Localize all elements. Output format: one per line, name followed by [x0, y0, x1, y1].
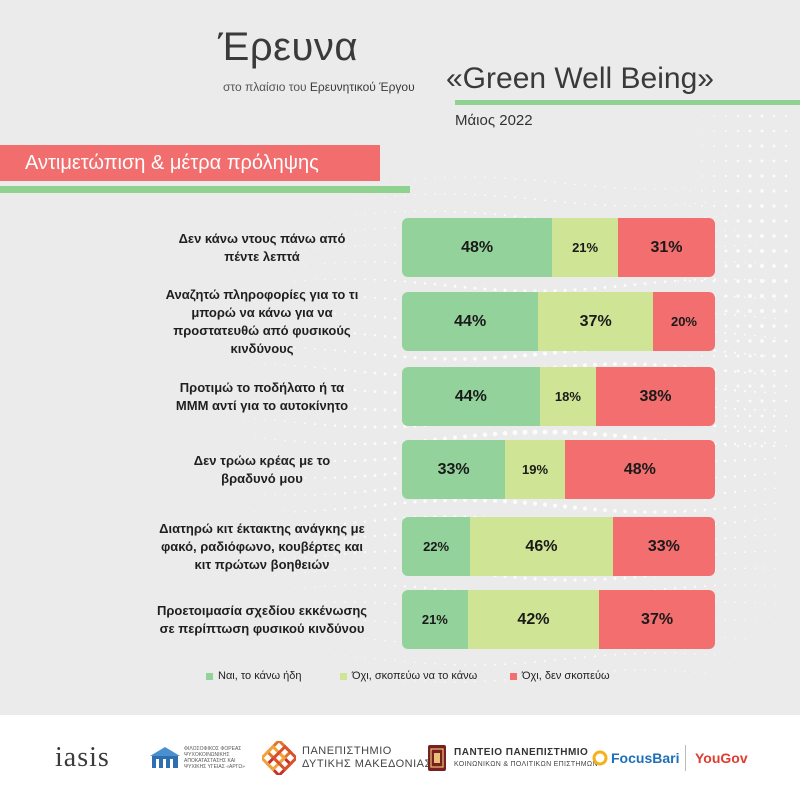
stacked-bar: 44% 37% 20%: [402, 292, 715, 351]
bar-segment: 33%: [402, 440, 506, 499]
chart-legend: Ναι, το κάνω ήδη Όχι, σκοπεύω να το κάνω Ό…: [0, 670, 800, 690]
bar-segment: 37%: [538, 292, 653, 351]
row-label: Προετοιμασία σχεδίου εκκένωσης σε περίπτω…: [156, 602, 368, 636]
bar-segment: 18%: [539, 367, 597, 426]
row-label: Διατηρώ κιτ έκτακτης ανάγκης με φακό, ραδ…: [159, 520, 365, 572]
argo-text: ΦΙΛΟΣΟΦΙΚΟΣ ΦΟΡΕΑΣ ΨΥΧΟΚΟΙΝΩΝΙΚΗΣ ΑΠΟΚΑΤ…: [184, 745, 245, 770]
panteion-emblem-icon: [428, 744, 446, 771]
legend-item: Όχι, δεν σκοπεύω: [510, 670, 610, 682]
uowm-line1: ΠΑΝΕΠΙΣΤΗΜΙΟ: [302, 744, 392, 757]
bar-segment: 33%: [612, 517, 715, 576]
legend-label: Ναι, το κάνω ήδη: [218, 670, 302, 682]
bar-segment: 19%: [505, 440, 565, 499]
bar-segment: 20%: [653, 292, 715, 351]
panteion-line2: ΚΟΙΝΩΝΙΚΩΝ & ΠΟΛΙΤΙΚΩΝ ΕΠΙΣΤΗΜΩΝ: [454, 761, 598, 768]
bar-segment: 44%: [402, 367, 540, 426]
panteion-logo: ΠΑΝΤΕΙΟ ΠΑΝΕΠΙΣΤΗΜΙΟ ΚΟΙΝΩΝΙΚΩΝ & ΠΟΛΙΤΙ…: [428, 715, 598, 800]
focus-ring-icon: [592, 750, 608, 765]
survey-subtitle: στο πλαίσιο του Ερευνητικού Έργου: [223, 80, 415, 94]
focusbari-logo: FocusBari: [592, 715, 679, 800]
survey-date: Μάιος 2022: [455, 112, 533, 129]
focusbari-wordmark: FocusBari: [611, 749, 680, 766]
bar-segment: 48%: [564, 440, 715, 499]
bar-segment: 42%: [467, 590, 600, 649]
iasis-logo: iasis: [55, 715, 110, 800]
row-label: Προτιμώ το ποδήλατο ή τα ΜΜΜ αντί για το …: [175, 379, 349, 413]
yougov-wordmark: YouGov: [695, 749, 748, 766]
legend-swatch: [340, 672, 347, 680]
yougov-logo: YouGov: [695, 715, 748, 800]
stacked-bar: 48% 21% 31%: [402, 218, 715, 277]
legend-label: Όχι, δεν σκοπεύω: [522, 670, 610, 682]
legend-label: Όχι, σκοπεύω να το κάνω: [352, 670, 478, 682]
legend-swatch: [510, 672, 517, 680]
uowm-text: ΠΑΝΕΠΙΣΤΗΜΙΟ ΔΥΤΙΚΗΣ ΜΑΚΕΔΟΝΙΑΣ: [302, 745, 432, 771]
stacked-bar: 44% 18% 38%: [402, 367, 715, 426]
legend-swatch: [206, 672, 213, 680]
header-rule: [455, 100, 800, 105]
subtitle-bold: Ερευνητικού Έργου: [309, 80, 415, 94]
row-label: Δεν κάνω ντους πάνω από πέντε λεπτά: [178, 230, 346, 264]
bar-segment: 38%: [596, 367, 715, 426]
bar-segment: 31%: [617, 218, 715, 277]
legend-item: Όχι, σκοπεύω να το κάνω: [340, 670, 477, 682]
argo-logo: ΦΙΛΟΣΟΦΙΚΟΣ ΦΟΡΕΑΣ ΨΥΧΟΚΟΙΝΩΝΙΚΗΣ ΑΠΟΚΑΤ…: [150, 715, 254, 800]
iasis-wordmark: iasis: [55, 741, 110, 773]
bar-segment: 46%: [470, 517, 613, 576]
row-label: Αναζητώ πληροφορίες για το τι μπορώ να κά…: [165, 286, 359, 356]
stacked-bar: 21% 42% 37%: [402, 590, 715, 649]
legend-item: Ναι, το κάνω ήδη: [206, 670, 301, 682]
row-label: Δεν τρώω κρέας με το βραδυνό μου: [193, 452, 331, 486]
bar-segment: 48%: [402, 218, 553, 277]
stacked-bar: 22% 46% 33%: [402, 517, 715, 576]
uowm-line2: ΔΥΤΙΚΗΣ ΜΑΚΕΔΟΝΙΑΣ: [302, 757, 432, 770]
project-name: «Green Well Being»: [446, 62, 714, 95]
knot-icon: [262, 740, 296, 775]
logo-divider: [685, 745, 686, 771]
bar-segment: 22%: [402, 517, 471, 576]
building-icon: [150, 746, 180, 768]
survey-title: Έρευνα: [218, 25, 358, 69]
panteion-text: ΠΑΝΤΕΙΟ ΠΑΝΕΠΙΣΤΗΜΙΟ ΚΟΙΝΩΝΙΚΩΝ & ΠΟΛΙΤΙ…: [454, 747, 598, 768]
bar-segment: 37%: [599, 590, 715, 649]
uowm-logo: ΠΑΝΕΠΙΣΤΗΜΙΟ ΔΥΤΙΚΗΣ ΜΑΚΕΔΟΝΙΑΣ: [262, 715, 432, 800]
bar-segment: 21%: [552, 218, 618, 277]
panteion-line1: ΠΑΝΤΕΙΟ ΠΑΝΕΠΙΣΤΗΜΙΟ: [454, 747, 589, 758]
stacked-bar: 33% 19% 48%: [402, 440, 715, 499]
footer-logos: iasis ΦΙΛΟΣΟΦΙΚΟΣ ΦΟΡΕΑΣ ΨΥΧΟΚΟΙΝΩΝΙΚΗΣ …: [0, 715, 800, 800]
bar-segment: 21%: [402, 590, 468, 649]
section-banner: Αντιμετώπιση & μέτρα πρόληψης: [0, 145, 380, 181]
subtitle-prefix: στο πλαίσιο του: [223, 80, 307, 94]
banner-rule: [0, 186, 410, 193]
bar-segment: 44%: [402, 292, 539, 351]
